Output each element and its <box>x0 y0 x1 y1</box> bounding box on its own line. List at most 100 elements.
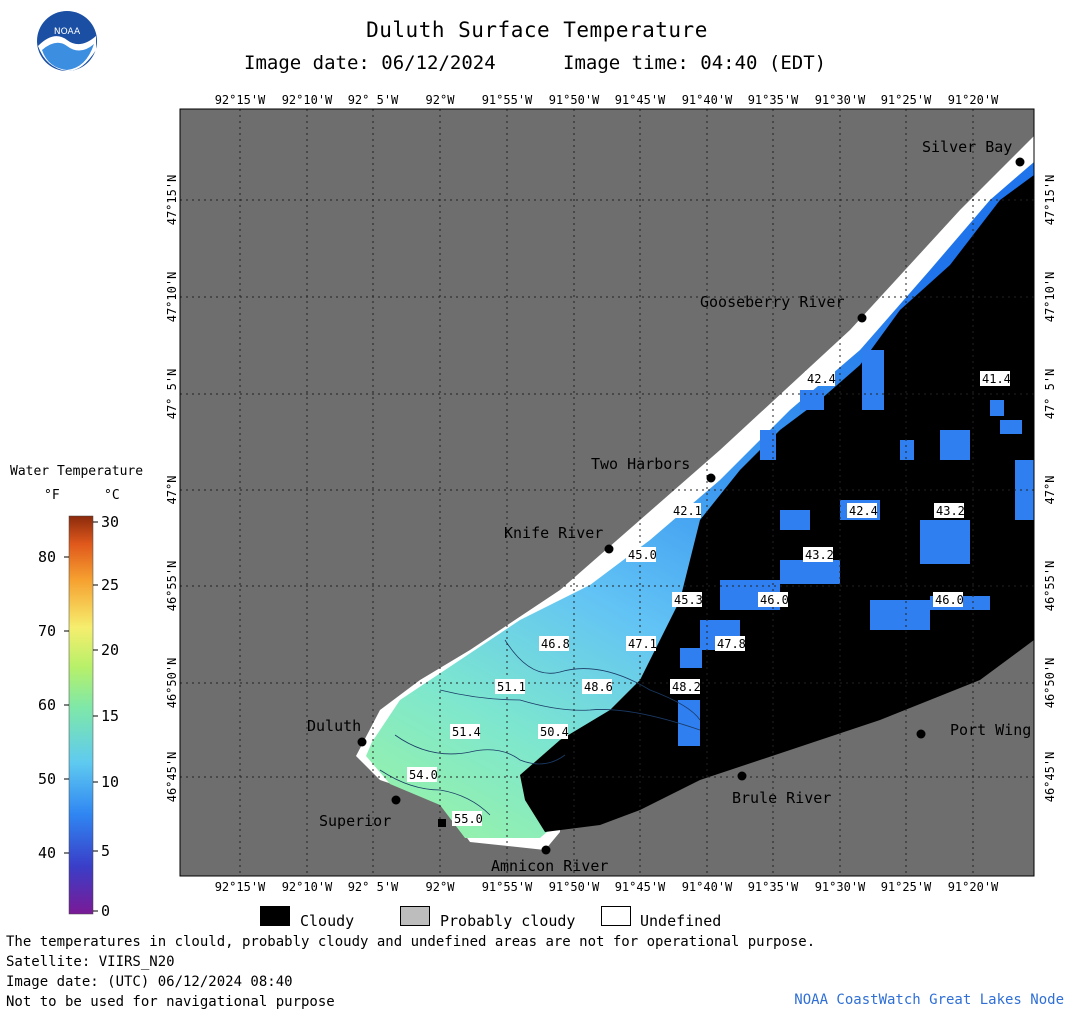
temp-label-box <box>671 503 701 518</box>
temp-label: 47.1 <box>628 637 657 651</box>
probably-cloudy-swatch <box>400 906 430 926</box>
temp-label: 46.0 <box>760 593 789 607</box>
lon-label-top: 92°15'W <box>215 93 266 107</box>
lat-labels-right: 47°15'N 47°10'N 47° 5'N 47°N 46°55'N 46°50'N 4… <box>1043 175 1057 803</box>
temperature-labels: 42.4 41.4 42.1 42.4 43.2 45.0 43.2 45.3 46.0 46.0… <box>407 371 1011 826</box>
footer-utc-date: Image date: (UTC) 06/12/2024 08:40 <box>6 974 293 990</box>
lon-label-bottom: 91°55'W <box>482 880 533 894</box>
temp-label-box <box>670 679 700 694</box>
legend-tick-f-label: 80 <box>38 548 56 566</box>
place-label: Silver Bay <box>922 138 1012 156</box>
temp-label: 46.0 <box>935 593 964 607</box>
footer-satellite: Satellite: VIIRS_N20 <box>6 954 175 970</box>
lon-label-top: 91°30'W <box>815 93 866 107</box>
temp-label-box <box>626 636 656 651</box>
lon-label-bottom: 92°15'W <box>215 880 266 894</box>
noaa-logo: NOAA <box>37 11 97 72</box>
place-labels: Silver Bay Gooseberry River Two Harbors Kni… <box>307 138 1031 875</box>
temp-label: 42.4 <box>807 372 836 386</box>
lat-label-left: 47°15'N <box>165 175 179 226</box>
lat-labels-left: 47°15'N 47°10'N 47° 5'N 47°N 46°55'N 46°50'N 4… <box>165 175 179 803</box>
legend-tick-f-label: 70 <box>38 622 56 640</box>
lat-label-left: 47° 5'N <box>165 369 179 420</box>
image-date: Image date: 06/12/2024 <box>244 52 496 74</box>
cloudy-swatch <box>260 906 290 926</box>
lon-label-top: 92° 5'W <box>348 93 399 107</box>
place-marker <box>391 795 401 805</box>
logo-text: NOAA <box>54 27 81 37</box>
temp-label-box <box>803 547 833 562</box>
undefined-label: Undefined <box>640 912 722 930</box>
lon-label-bottom: 92°10'W <box>282 880 333 894</box>
undefined-swatch <box>601 906 631 926</box>
legend-tick-c-label: 30 <box>101 513 119 531</box>
temp-label-box <box>539 636 569 651</box>
lon-label-top: 92°10'W <box>282 93 333 107</box>
image-time: Image time: 04:40 (EDT) <box>563 52 827 74</box>
lon-label-top: 91°50'W <box>549 93 600 107</box>
place-label: Superior <box>319 812 391 830</box>
legend-title: Water Temperature <box>10 464 144 479</box>
place-marker <box>604 544 614 554</box>
probably-cloudy-label: Probably cloudy <box>440 912 576 930</box>
place-marker <box>706 473 716 483</box>
temp-label-box <box>933 592 963 607</box>
legend-unit-f: °F <box>44 488 60 503</box>
legend-tick-c-label: 20 <box>101 641 119 659</box>
lat-label-left: 46°50'N <box>165 658 179 709</box>
legend-tick-c-label: 15 <box>101 707 119 725</box>
temp-label: 42.4 <box>849 504 878 518</box>
place-marker <box>541 845 551 855</box>
place-label: Two Harbors <box>591 455 690 473</box>
lon-label-top: 91°25'W <box>881 93 932 107</box>
place-label: Gooseberry River <box>700 293 845 311</box>
lat-label-left: 47°10'N <box>165 272 179 323</box>
lon-label-bottom: 91°50'W <box>549 880 600 894</box>
gridlines <box>180 109 1034 876</box>
place-marker <box>916 729 926 739</box>
temp-label: 43.2 <box>805 548 834 562</box>
temp-label-box <box>805 371 835 386</box>
temp-label-box <box>582 679 612 694</box>
lon-label-top: 91°20'W <box>948 93 999 107</box>
lat-label-left: 47°N <box>165 476 179 505</box>
temp-label: 45.3 <box>674 593 703 607</box>
place-label: Port Wing <box>950 721 1031 739</box>
credit-link[interactable]: NOAA CoastWatch Great Lakes Node <box>794 992 1064 1008</box>
place-marker <box>857 313 867 323</box>
temp-label: 48.6 <box>584 680 613 694</box>
lon-label-bottom: 91°45'W <box>615 880 666 894</box>
legend-tick-f-label: 60 <box>38 696 56 714</box>
temp-label: 45.0 <box>628 548 657 562</box>
place-label: Knife River <box>504 524 603 542</box>
legend-tick-f-label: 50 <box>38 770 56 788</box>
temp-label-box <box>847 503 877 518</box>
temp-label: 54.0 <box>409 768 438 782</box>
lon-labels-bottom: 92°15'W 92°10'W 92° 5'W 92°W 91°55'W 91°50'W 9… <box>215 880 999 894</box>
lat-label-right: 47°N <box>1043 476 1057 505</box>
temp-label-box <box>450 724 480 739</box>
temp-label-box <box>715 636 745 651</box>
temp-label: 42.1 <box>673 504 702 518</box>
legend-tick-c-label: 10 <box>101 773 119 791</box>
legend-tick-c-label: 25 <box>101 576 119 594</box>
lon-label-bottom: 91°40'W <box>682 880 733 894</box>
temp-label: 50.4 <box>540 725 569 739</box>
station-marker <box>438 819 446 827</box>
temp-label: 46.8 <box>541 637 570 651</box>
temp-label-box <box>538 724 568 739</box>
temp-label-box <box>407 767 437 782</box>
isotherms <box>379 639 701 816</box>
lon-labels-top: 92°15'W 92°10'W 92° 5'W 92°W 91°55'W 91°50'W 9… <box>215 93 999 107</box>
temp-label: 51.1 <box>497 680 526 694</box>
map-border <box>179 108 1035 877</box>
lon-label-top: 91°40'W <box>682 93 733 107</box>
temp-label-box <box>934 503 964 518</box>
cloudy-label: Cloudy <box>300 912 355 930</box>
temp-label-box <box>980 371 1010 386</box>
place-label: Amnicon River <box>491 857 608 875</box>
temp-label-box <box>452 811 482 826</box>
temp-label: 51.4 <box>452 725 481 739</box>
legend-tick-c-label: 0 <box>101 902 110 920</box>
legend-colorbar <box>68 515 94 915</box>
